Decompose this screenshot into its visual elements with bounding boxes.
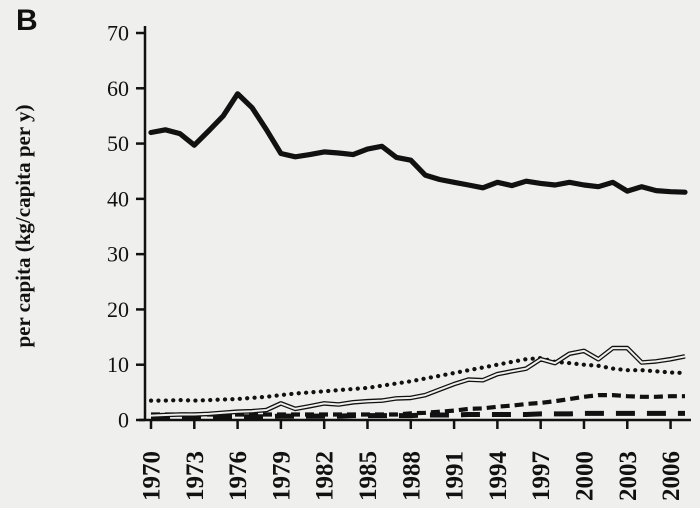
x-tick-label: 1988 [398,451,425,501]
y-tick-label: 0 [118,407,129,432]
x-tick-label: 1982 [312,451,339,501]
x-tick-label: 1973 [182,451,209,501]
y-tick-label: 60 [107,76,129,101]
panel-label: B [16,4,38,37]
y-tick-label: 40 [107,186,129,211]
y-tick-label: 70 [107,20,129,45]
y-tick-label: 20 [107,297,129,322]
series-medium-dashed-series [151,393,685,417]
series-thick-solid-series [148,91,688,195]
y-tick-label: 10 [107,352,129,377]
series-long-dashed-series [151,410,685,420]
x-tick-label: 1991 [442,451,469,501]
x-tick-label: 1970 [139,451,166,501]
y-axis-label: per capita (kg/capita per y) [11,104,35,347]
series-dotted-series [148,356,688,403]
series-double-line-series-inner-gap [150,347,686,417]
x-tick-label: 2000 [571,451,598,501]
y-tick-label: 30 [107,242,129,267]
x-tick-label: 1997 [528,451,555,501]
x-tick-label: 2006 [658,451,685,501]
chart-plot-area: 0 10 20 30 40 50 60 70 1970 1973 1976 1979 1982 1985 1… [107,20,691,501]
x-tick-label: 1979 [268,451,295,501]
y-tick-label: 50 [107,131,129,156]
x-tick-label: 1976 [225,451,252,501]
x-tick-label: 1985 [355,451,382,501]
x-tick-label: 2003 [615,451,642,501]
x-tick-label: 1994 [485,451,512,502]
series-double-line-series [150,345,686,418]
